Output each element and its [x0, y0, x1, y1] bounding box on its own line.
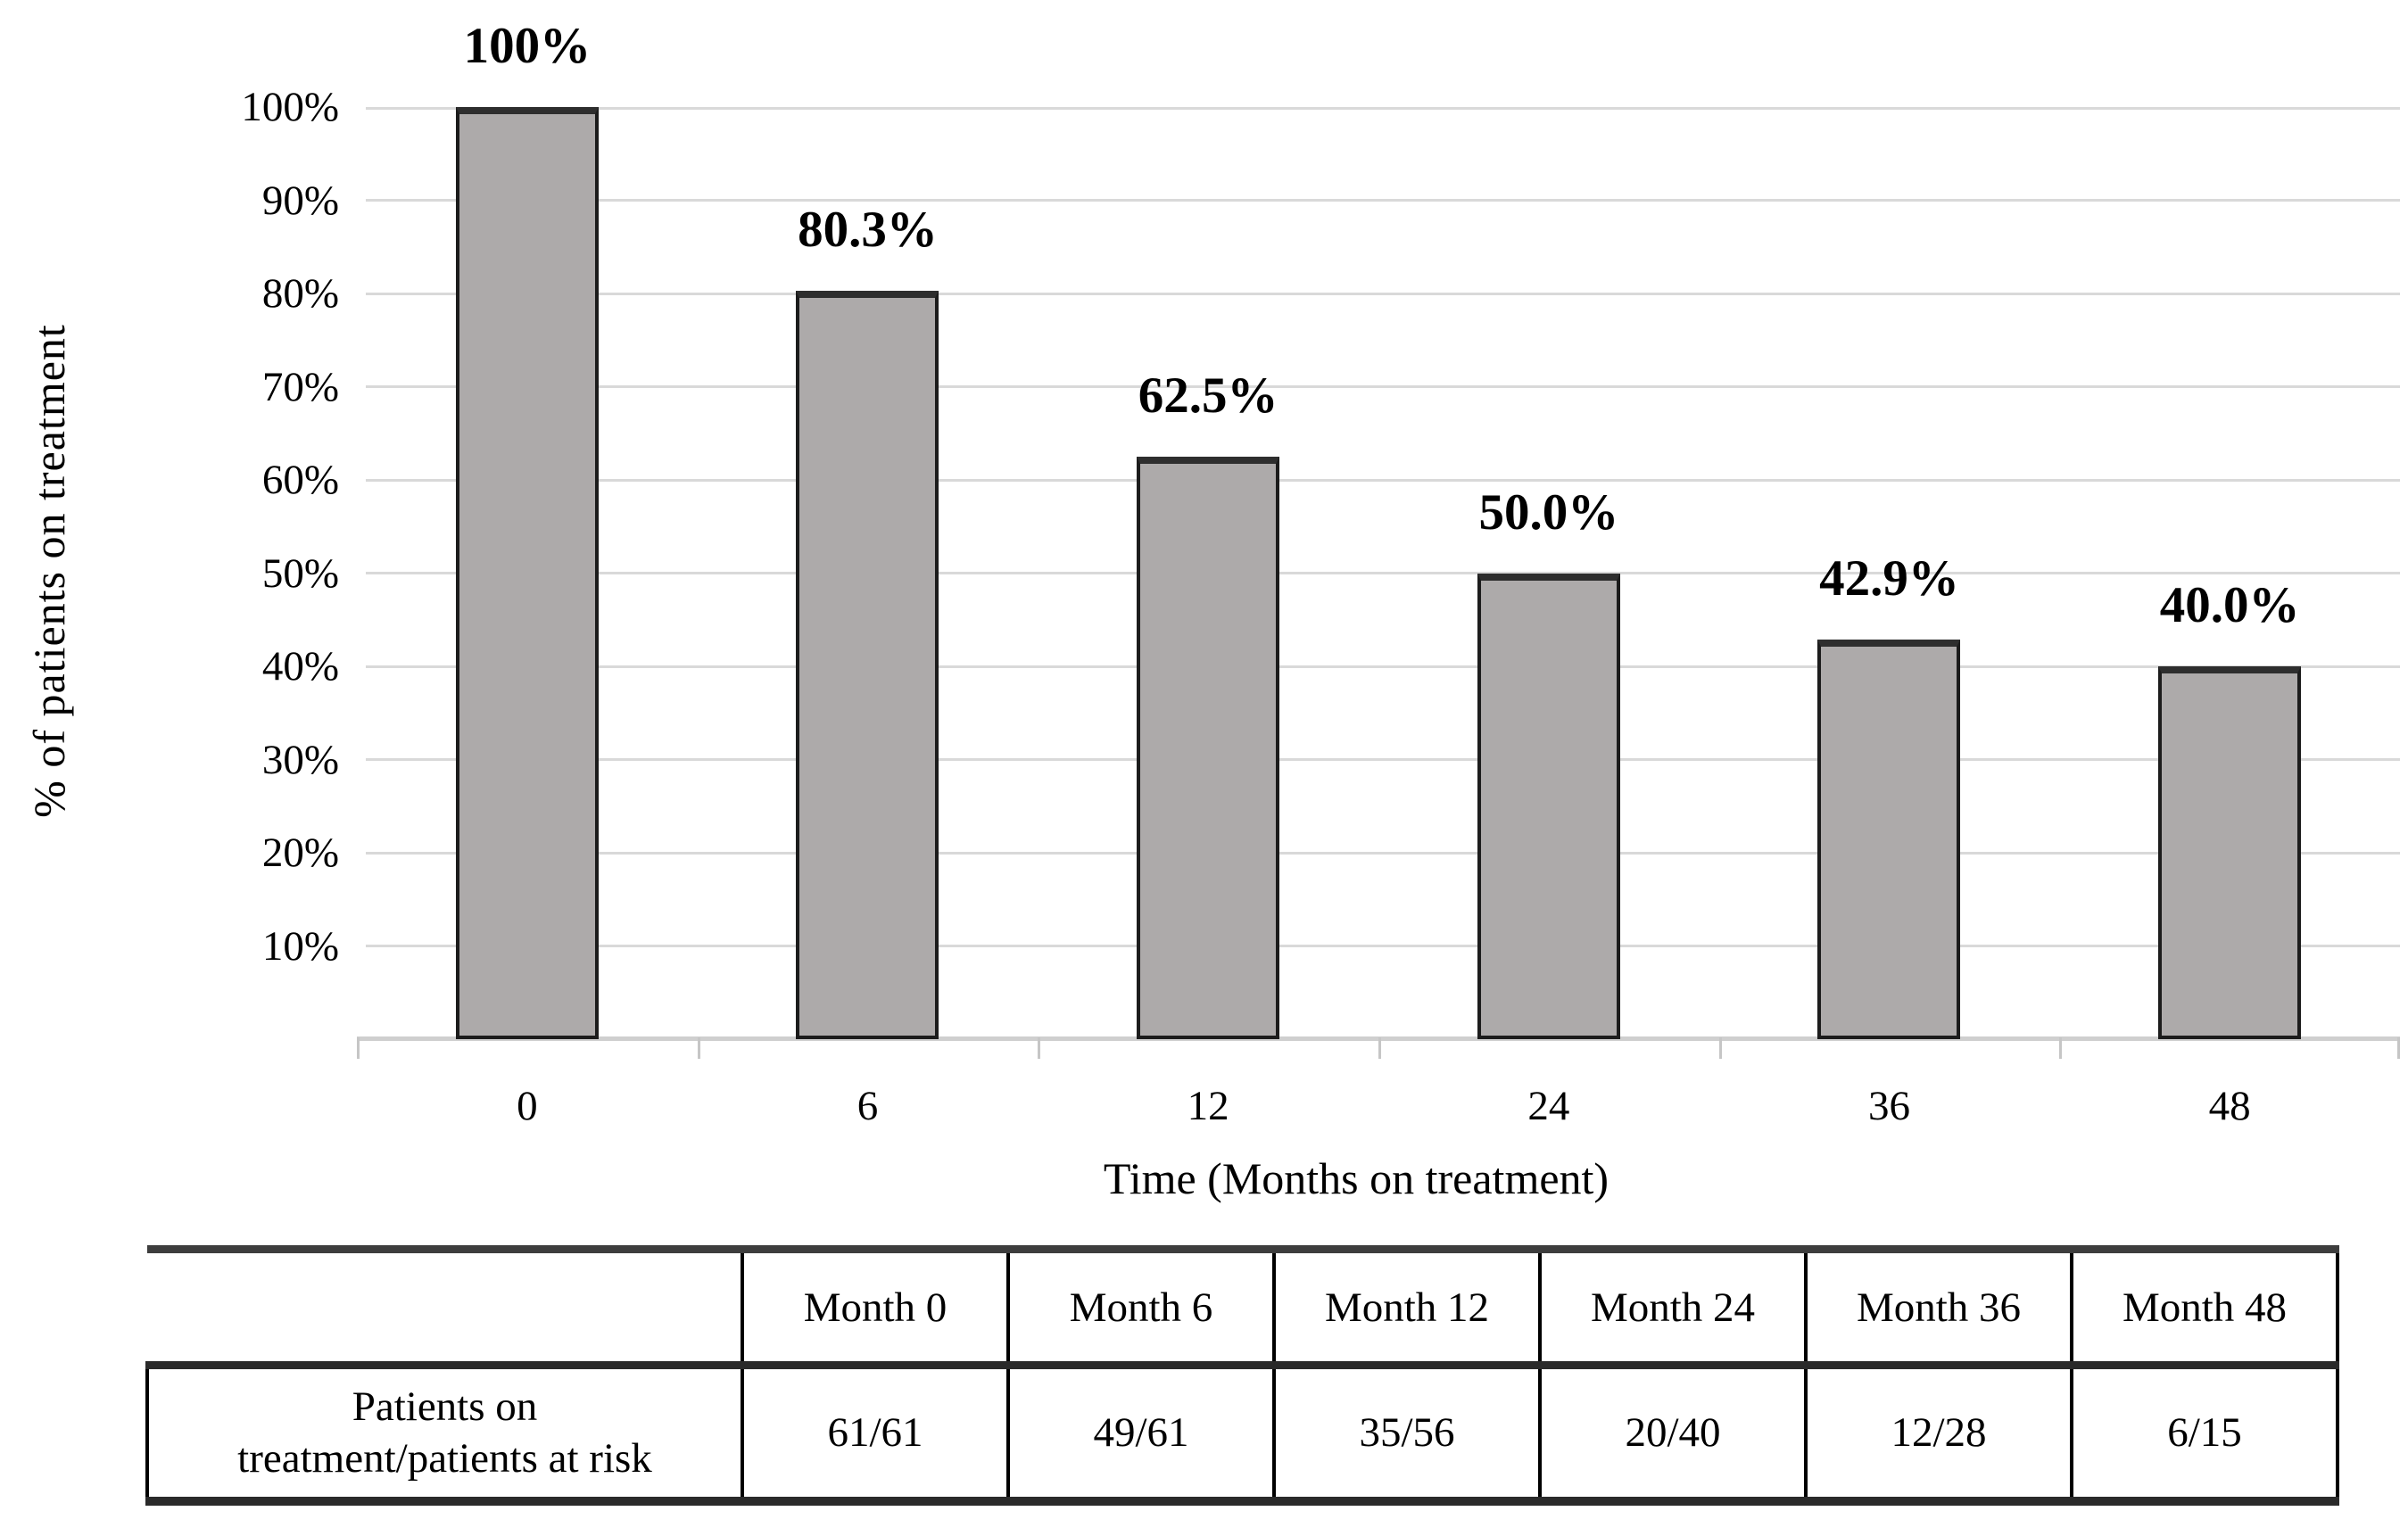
bar	[2158, 666, 2302, 1039]
gridline	[366, 107, 2400, 110]
x-axis-tick	[1378, 1037, 1381, 1059]
table-header-cell: Month 6	[1006, 1245, 1276, 1367]
bar-group-month-6: 80.3%	[698, 107, 1039, 1039]
bar-group-month-12: 62.5%	[1038, 107, 1378, 1039]
table-data-row: Patients on treatment/patients at risk 6…	[145, 1361, 2339, 1506]
bar-value-label: 62.5%	[1138, 367, 1278, 424]
table-header-cell: Month 0	[741, 1245, 1010, 1367]
x-axis-tick	[1718, 1037, 1722, 1059]
bar-group-month-48: 40.0%	[2059, 107, 2400, 1039]
x-axis-tick	[2059, 1037, 2063, 1059]
bar-group-month-36: 42.9%	[1719, 107, 2060, 1039]
y-tick-label: 70%	[261, 363, 339, 410]
bar-group-month-24: 50.0%	[1378, 107, 1719, 1039]
y-axis-title: % of patients on treatment	[24, 324, 74, 818]
y-tick-label: 20%	[261, 830, 339, 876]
gridline	[366, 385, 2400, 388]
x-tick-label: 24	[1527, 1083, 1570, 1129]
gridline	[366, 292, 2400, 295]
table-header-cell: Month 24	[1538, 1245, 1808, 1367]
y-tick-label: 100%	[241, 84, 339, 130]
x-tick-label: 12	[1187, 1083, 1229, 1129]
gridline	[366, 478, 2400, 482]
table-value-cell: 6/15	[2070, 1361, 2339, 1506]
bar-value-label: 100%	[463, 18, 592, 74]
row-label-line2: treatment/patients at risk	[237, 1435, 652, 1482]
x-tick-label: 6	[856, 1083, 879, 1129]
table-value-cell: 20/40	[1538, 1361, 1808, 1506]
y-tick-label: 90%	[261, 177, 339, 224]
table-row-label: Patients on treatment/patients at risk	[145, 1361, 744, 1506]
y-tick-label: 50%	[261, 549, 339, 597]
table-value-cell: 35/56	[1272, 1361, 1542, 1506]
x-tick-label: 48	[2208, 1083, 2251, 1129]
table-header-cell: Month 48	[2070, 1245, 2339, 1367]
table-header-row: Month 0 Month 6 Month 12 Month 24 Month …	[147, 1245, 2339, 1367]
gridline	[366, 851, 2400, 855]
table-corner-cell	[147, 1245, 742, 1366]
table-value-cell: 61/61	[741, 1361, 1010, 1506]
patients-at-risk-table: Month 0 Month 6 Month 12 Month 24 Month …	[145, 1245, 2339, 1506]
bar-group-month-0: 100%	[357, 18, 698, 1039]
bar-value-label: 40.0%	[2159, 577, 2300, 633]
bar-value-label: 50.0%	[1478, 483, 1619, 541]
gridline	[366, 665, 2400, 668]
y-tick-label: 80%	[261, 270, 339, 317]
x-tick-label: 36	[1868, 1083, 1910, 1129]
table-value-cell: 49/61	[1006, 1361, 1276, 1506]
x-axis-tick-labels: 0 6 12 24 36 48	[357, 1039, 2400, 1146]
y-tick-label: 40%	[261, 643, 339, 690]
row-label-line1: Patients on	[352, 1383, 538, 1430]
gridline	[366, 199, 2400, 202]
gridline	[366, 758, 2400, 761]
bar	[455, 107, 599, 1039]
x-axis-tick	[357, 1037, 360, 1059]
bar-value-label: 42.9%	[1819, 549, 1959, 607]
plot-area: 100% 80.3% 62.5% 50.0% 42.9% 40.0%	[357, 18, 2401, 1059]
table-header-cell: Month 36	[1804, 1245, 2073, 1367]
bar	[796, 290, 939, 1039]
y-axis-tick-labels: 100% 90% 80% 70% 60% 50% 40% 30% 20% 10%	[116, 84, 339, 1039]
x-axis-tick	[1038, 1037, 1041, 1059]
gridline	[366, 572, 2400, 574]
x-axis-title: Time (Months on treatment)	[1103, 1153, 1609, 1203]
bar	[1477, 573, 1620, 1039]
bar	[1817, 639, 1961, 1039]
bar	[1137, 456, 1280, 1039]
bar-value-label: 80.3%	[798, 201, 938, 258]
x-axis-tick	[2397, 1037, 2401, 1059]
table-value-cell: 12/28	[1804, 1361, 2073, 1506]
gridline	[366, 945, 2400, 947]
y-tick-label: 30%	[261, 736, 339, 783]
y-tick-label: 60%	[261, 457, 339, 503]
x-tick-label: 0	[517, 1083, 538, 1129]
table-header-cell: Month 12	[1272, 1245, 1542, 1367]
y-tick-label: 10%	[261, 922, 339, 970]
x-axis-tick	[697, 1037, 700, 1059]
